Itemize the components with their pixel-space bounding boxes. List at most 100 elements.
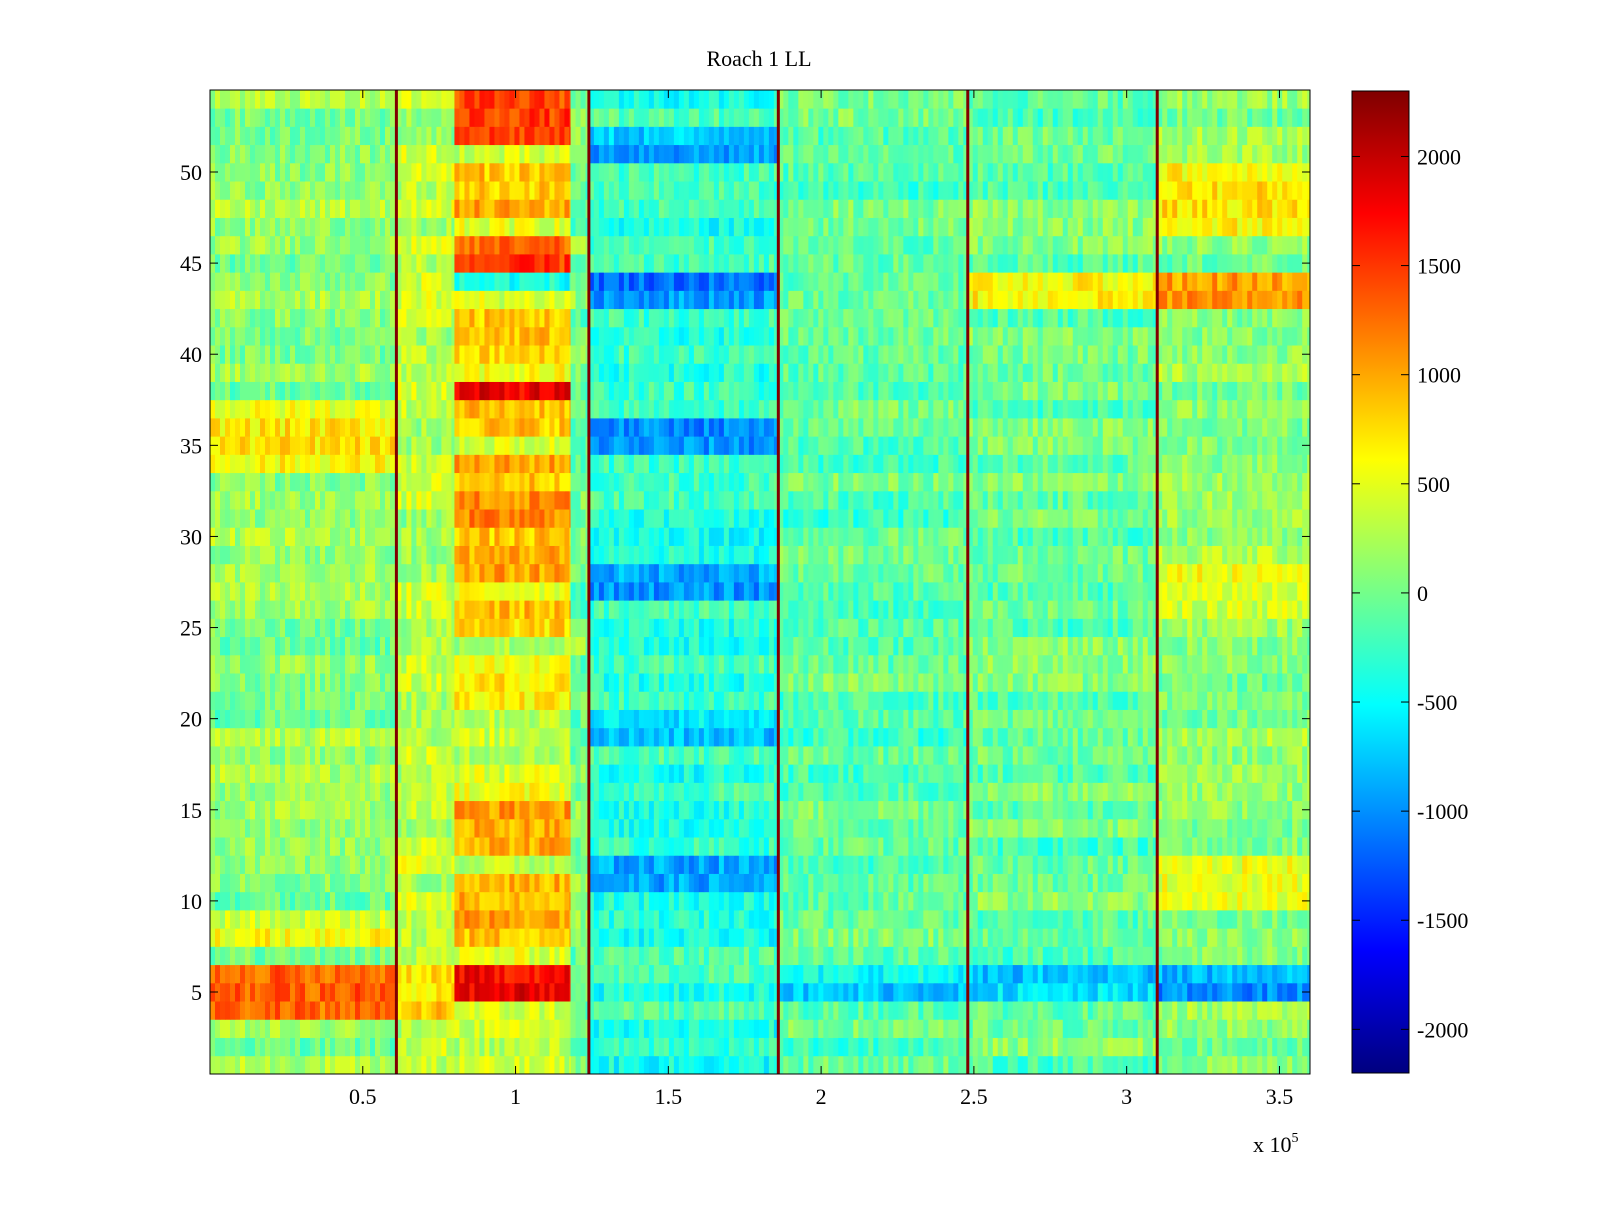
heatmap-cell bbox=[575, 618, 581, 638]
heatmap-cell bbox=[225, 254, 231, 273]
heatmap-cell bbox=[718, 1001, 725, 1020]
heatmap-cell bbox=[509, 563, 515, 583]
heatmap-cell bbox=[678, 891, 685, 911]
heatmap-cell bbox=[748, 910, 755, 929]
heatmap-cell bbox=[628, 1019, 635, 1038]
heatmap-cell bbox=[370, 727, 376, 747]
heatmap-cell bbox=[494, 1001, 500, 1020]
heatmap-cell bbox=[401, 381, 407, 401]
heatmap-cell bbox=[431, 308, 437, 328]
heatmap-cell bbox=[240, 654, 246, 674]
heatmap-cell bbox=[673, 855, 680, 874]
heatmap-cell bbox=[260, 818, 266, 838]
heatmap-cell bbox=[653, 727, 660, 747]
heatmap-cell bbox=[708, 1019, 715, 1038]
heatmap-cell bbox=[310, 217, 316, 237]
heatmap-cell bbox=[406, 363, 412, 382]
heatmap-cell bbox=[295, 199, 301, 218]
heatmap-cell bbox=[519, 490, 525, 510]
heatmap-cell bbox=[280, 946, 286, 966]
heatmap-cell bbox=[683, 800, 690, 820]
heatmap-cell bbox=[570, 162, 576, 182]
heatmap-cell bbox=[554, 472, 560, 492]
heatmap-cell bbox=[575, 472, 581, 492]
heatmap-cell bbox=[436, 399, 442, 419]
heatmap-cell bbox=[603, 982, 610, 1002]
heatmap-cell bbox=[753, 855, 760, 874]
heatmap-cell bbox=[559, 800, 565, 820]
heatmap-cell bbox=[350, 582, 356, 601]
heatmap-cell bbox=[539, 199, 545, 218]
heatmap-cell bbox=[411, 527, 417, 546]
heatmap-cell bbox=[275, 636, 281, 656]
heatmap-cell bbox=[225, 235, 231, 255]
heatmap-cell bbox=[673, 873, 680, 893]
heatmap-cell bbox=[708, 891, 715, 911]
heatmap-cell bbox=[280, 399, 286, 419]
heatmap-cell bbox=[593, 709, 600, 729]
heatmap-cell bbox=[748, 928, 755, 947]
heatmap-cell bbox=[658, 1001, 665, 1020]
heatmap-cell bbox=[469, 673, 475, 692]
heatmap-cell bbox=[285, 964, 291, 984]
heatmap-cell bbox=[310, 782, 316, 802]
heatmap-cell bbox=[580, 308, 586, 328]
heatmap-cell bbox=[514, 254, 520, 273]
heatmap-cell bbox=[380, 199, 386, 218]
heatmap-cell bbox=[451, 308, 455, 328]
heatmap-cell bbox=[593, 1055, 600, 1075]
heatmap-cell bbox=[215, 418, 221, 437]
heatmap-cell bbox=[514, 527, 520, 546]
heatmap-cell bbox=[554, 818, 560, 838]
heatmap-cell bbox=[370, 308, 376, 328]
heatmap-cell bbox=[504, 654, 510, 674]
heatmap-cell bbox=[375, 345, 381, 364]
heatmap-cell bbox=[245, 436, 251, 455]
heatmap-cell bbox=[385, 1019, 391, 1038]
heatmap-cell bbox=[489, 636, 495, 656]
heatmap-cell bbox=[653, 709, 660, 729]
heatmap-cell bbox=[454, 272, 460, 291]
heatmap-cell bbox=[479, 691, 485, 710]
heatmap-cell bbox=[451, 818, 455, 838]
heatmap-cell bbox=[643, 928, 650, 947]
heatmap-cell bbox=[375, 399, 381, 419]
heatmap-cell bbox=[285, 837, 291, 856]
heatmap-cell bbox=[325, 326, 331, 346]
heatmap-cell bbox=[260, 108, 266, 127]
heatmap-cell bbox=[250, 582, 256, 601]
heatmap-cell bbox=[380, 928, 386, 947]
heatmap-cell bbox=[396, 910, 402, 929]
heatmap-cell bbox=[421, 290, 427, 310]
heatmap-cell bbox=[549, 290, 555, 310]
heatmap-cell bbox=[436, 181, 442, 200]
heatmap-cell bbox=[285, 235, 291, 255]
heatmap-cell bbox=[464, 982, 470, 1002]
heatmap-cell bbox=[310, 654, 316, 674]
heatmap-cell bbox=[564, 235, 570, 255]
heatmap-cell bbox=[628, 782, 635, 802]
heatmap-cell bbox=[421, 636, 427, 656]
heatmap-cell bbox=[514, 509, 520, 528]
heatmap-cell bbox=[564, 108, 570, 127]
heatmap-cell bbox=[514, 600, 520, 619]
heatmap-cell bbox=[396, 418, 402, 437]
heatmap-cell bbox=[240, 691, 246, 710]
heatmap-cell bbox=[713, 891, 720, 911]
heatmap-cell bbox=[355, 709, 361, 729]
heatmap-cell bbox=[569, 673, 571, 692]
heatmap-cell bbox=[598, 946, 605, 966]
heatmap-cell bbox=[401, 964, 407, 984]
heatmap-cell bbox=[396, 782, 402, 802]
heatmap-cell bbox=[570, 855, 576, 874]
heatmap-cell bbox=[469, 818, 475, 838]
heatmap-cell bbox=[643, 855, 650, 874]
heatmap-cell bbox=[608, 800, 615, 820]
heatmap-cell bbox=[580, 108, 586, 127]
heatmap-cell bbox=[519, 946, 525, 966]
heatmap-cell bbox=[773, 1019, 779, 1038]
heatmap-cell bbox=[534, 290, 540, 310]
heatmap-cell bbox=[539, 891, 545, 911]
heatmap-cell bbox=[401, 782, 407, 802]
